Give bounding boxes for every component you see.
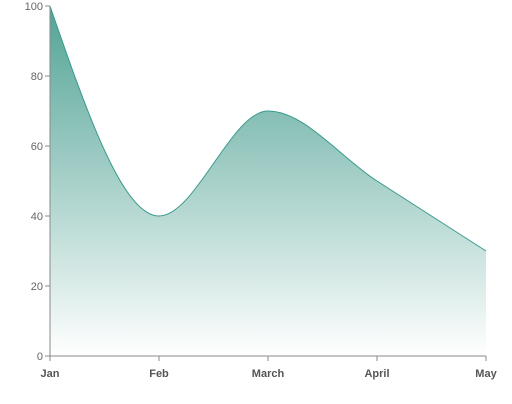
x-tick-label: Jan — [41, 368, 60, 380]
series-line — [49, 5, 487, 252]
y-tick-label: 80 — [31, 71, 43, 83]
x-tick-label: March — [252, 368, 285, 380]
x-tick-label: May — [475, 368, 497, 380]
y-tick-label: 40 — [31, 211, 43, 223]
y-tick-label: 20 — [31, 281, 43, 293]
y-tick-label: 0 — [37, 351, 43, 363]
x-tick-label: April — [364, 368, 389, 380]
y-tick-label: 100 — [25, 1, 43, 13]
x-tick-label: Feb — [149, 368, 169, 380]
y-tick-label: 60 — [31, 141, 43, 153]
plot-area: 0 20 40 60 80 100 Jan Feb March April May — [25, 1, 498, 380]
area-fill — [50, 6, 486, 356]
